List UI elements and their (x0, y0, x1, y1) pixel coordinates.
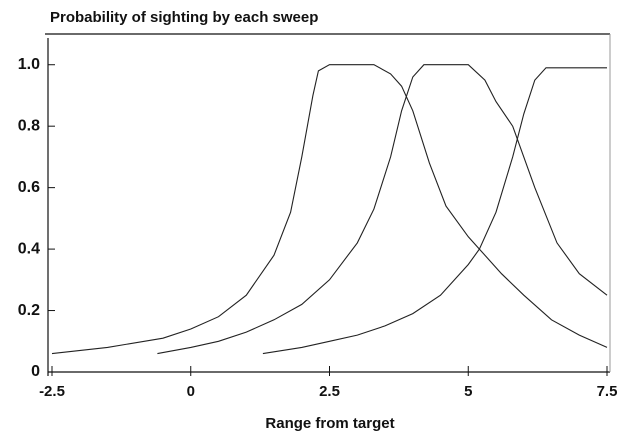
line (262, 67, 607, 355)
x-axis-label: Range from target (265, 415, 394, 432)
line (157, 64, 608, 355)
x-tick-label: -2.5 (39, 383, 65, 400)
y-tick-label: 0.4 (18, 240, 40, 257)
line (51, 64, 608, 355)
y-tick-label: 0.8 (18, 117, 40, 134)
chart-title: Probability of sighting by each sweep (50, 9, 318, 26)
x-tick-label: 5 (464, 383, 472, 400)
x-tick-label: 7.5 (597, 383, 618, 400)
y-tick-label: 0 (31, 363, 40, 380)
x-tick-label: 2.5 (319, 383, 340, 400)
y-tick-label: 0.2 (18, 302, 40, 319)
x-tick-label: 0 (187, 383, 195, 400)
y-tick-label: 1.0 (18, 56, 40, 73)
y-tick-label: 0.6 (18, 179, 40, 196)
